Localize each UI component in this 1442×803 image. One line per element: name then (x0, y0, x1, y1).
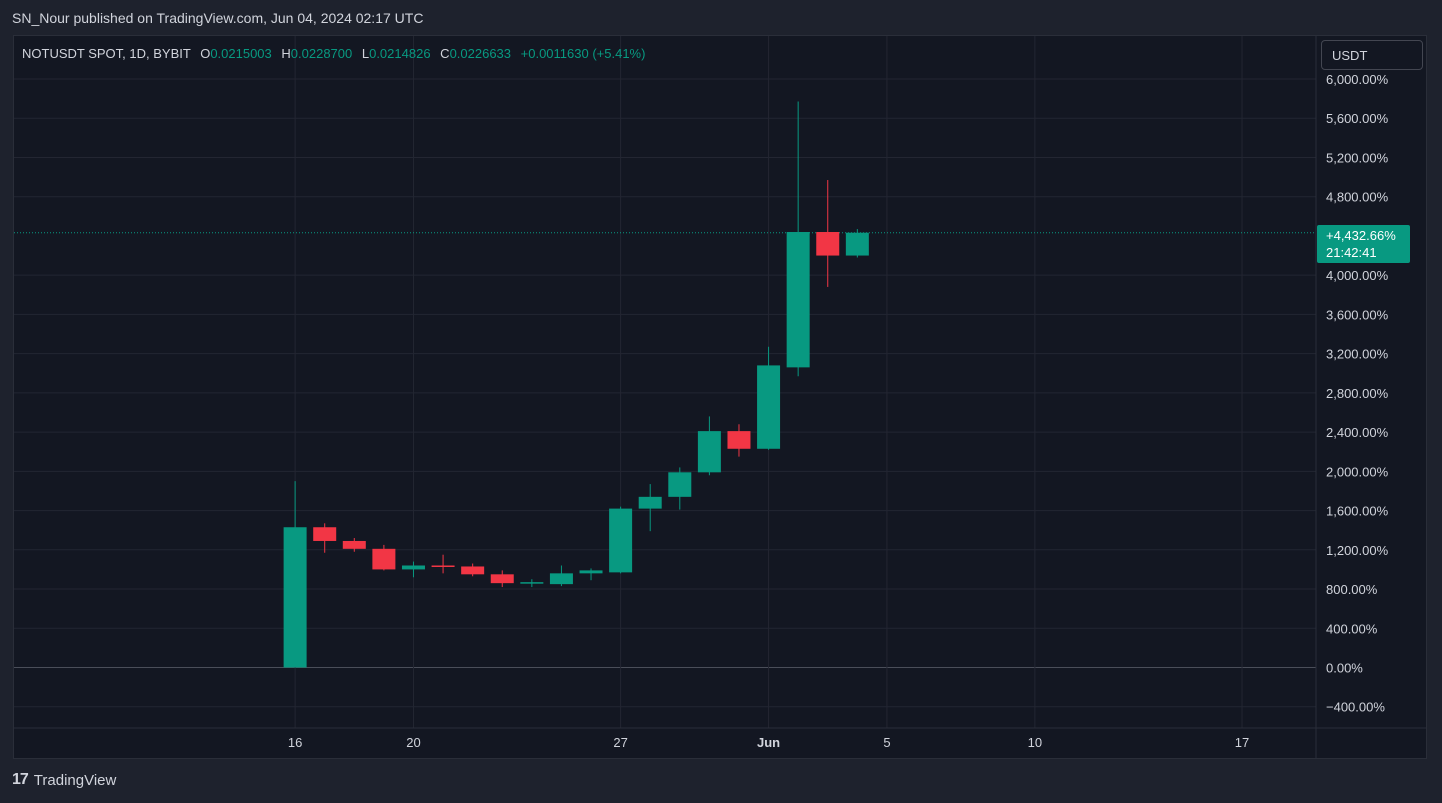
candle-body (786, 232, 810, 368)
candle-body (579, 570, 603, 574)
candle[interactable] (638, 484, 662, 532)
open-value: 0.0215003 (210, 46, 272, 61)
candle[interactable] (816, 180, 840, 287)
candle-body (638, 496, 662, 509)
last-price-value: +4,432.66% (1326, 228, 1396, 243)
candle-body (668, 472, 692, 497)
candle[interactable] (431, 554, 455, 574)
currency-button[interactable]: USDT (1321, 40, 1423, 70)
y-tick-label: 1,600.00% (1326, 504, 1389, 519)
candle[interactable] (461, 563, 485, 577)
y-tick-label: 3,600.00% (1326, 307, 1389, 322)
candle[interactable] (727, 424, 751, 457)
candle-body (283, 527, 307, 668)
candle-body (609, 508, 633, 573)
candle[interactable] (313, 523, 337, 553)
y-tick-label: 5,200.00% (1326, 150, 1389, 165)
candle[interactable] (786, 101, 810, 377)
candle-body (549, 573, 573, 585)
x-tick-label: 10 (1028, 735, 1042, 750)
y-tick-label: 4,000.00% (1326, 268, 1389, 283)
candle[interactable] (668, 467, 692, 510)
x-tick-label: 20 (406, 735, 420, 750)
symbol-legend: NOTUSDT SPOT, 1D, BYBIT O0.0215003 H0.02… (22, 46, 645, 61)
y-tick-label: 3,200.00% (1326, 347, 1389, 362)
candle-body (431, 565, 455, 567)
x-tick-label: Jun (757, 735, 780, 750)
candle[interactable] (372, 544, 396, 571)
high-label: H (281, 46, 291, 61)
candle-body (313, 527, 337, 541)
candle-body (757, 365, 781, 449)
axis-labels: 6,000.00% 5,600.00% 5,200.00% 4,800.00% 4,00… (288, 72, 1389, 750)
y-tick-label: 2,800.00% (1326, 386, 1389, 401)
y-tick-label: −400.00% (1326, 700, 1385, 715)
candle-body (372, 548, 396, 570)
high-value: 0.0228700 (290, 46, 353, 61)
bar-countdown: 21:42:41 (1326, 245, 1377, 260)
candle[interactable] (757, 346, 781, 450)
candle[interactable] (579, 568, 603, 581)
y-tick-label: 2,000.00% (1326, 464, 1389, 479)
candle[interactable] (490, 570, 514, 588)
y-tick-label: 1,200.00% (1326, 543, 1389, 558)
y-tick-label: 0.00% (1326, 661, 1363, 676)
y-tick-label: 400.00% (1326, 621, 1378, 636)
candle-body (520, 582, 544, 584)
open-label: O (200, 46, 211, 61)
candle-body (845, 232, 869, 256)
grid-lines (14, 36, 1426, 758)
candle[interactable] (845, 229, 869, 258)
x-tick-label: 27 (613, 735, 627, 750)
tradingview-logo-icon: 17 (12, 771, 29, 788)
low-value: 0.0214826 (369, 46, 431, 61)
close-value: 0.0226633 (449, 46, 512, 61)
brand-name: TradingView (33, 771, 117, 789)
y-tick-label: 800.00% (1326, 582, 1378, 597)
candle[interactable] (549, 565, 573, 587)
candle-body (697, 431, 721, 473)
candle-body (490, 574, 514, 584)
candle[interactable] (401, 561, 425, 578)
candle[interactable] (697, 416, 721, 476)
candle-body (401, 565, 425, 570)
chart-panel[interactable] (13, 35, 1427, 759)
candle-body (816, 232, 840, 256)
candle-body (461, 566, 485, 575)
last-price-tag: +4,432.66% 21:42:41 (1317, 225, 1410, 263)
y-tick-label: 4,800.00% (1326, 190, 1389, 205)
candle[interactable] (520, 579, 544, 588)
candle[interactable] (283, 481, 307, 668)
y-tick-label: 5,600.00% (1326, 111, 1389, 126)
candle[interactable] (609, 506, 633, 574)
candles (283, 101, 869, 668)
y-tick-label: 2,400.00% (1326, 425, 1389, 440)
candle-body (342, 540, 366, 549)
symbol-name[interactable]: NOTUSDT SPOT, 1D, BYBIT (22, 46, 191, 61)
change-value: +0.0011630 (+5.41%) (520, 46, 646, 61)
candle-body (727, 431, 751, 449)
x-tick-label: 5 (883, 735, 890, 750)
low-label: L (361, 46, 370, 61)
candle[interactable] (342, 538, 366, 552)
published-info: SN_Nour published on TradingView.com, Ju… (12, 10, 424, 26)
tradingview-logo[interactable]: 17 TradingView (12, 771, 116, 789)
close-label: C (440, 46, 450, 61)
y-tick-label: 6,000.00% (1326, 72, 1389, 87)
x-tick-label: 17 (1235, 735, 1249, 750)
x-tick-label: 16 (288, 735, 302, 750)
